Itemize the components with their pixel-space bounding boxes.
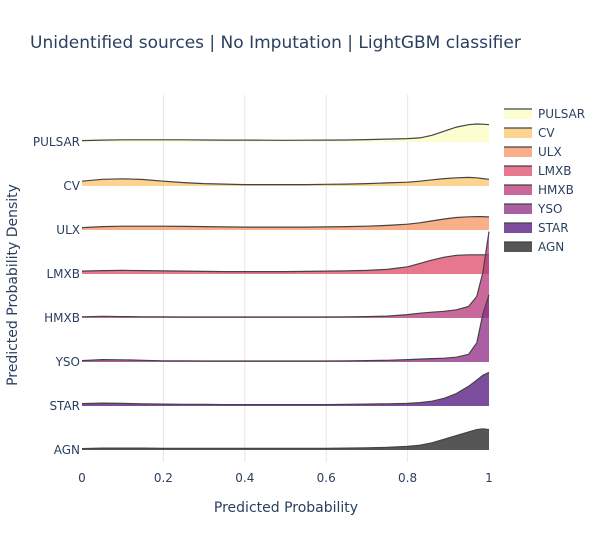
legend-swatch-hmxb (504, 185, 532, 195)
legend-label-star: STAR (538, 221, 569, 235)
legend-swatch-ulx (504, 147, 532, 157)
ridge-line-pulsar (81, 123, 490, 142)
x-axis-title: Predicted Probability (214, 500, 358, 516)
ridge-fill-cv (82, 177, 489, 186)
x-tick-label: 0.8 (398, 471, 417, 485)
legend-item-lmxb[interactable]: LMXB (504, 164, 572, 178)
ridge-line-ulx (81, 216, 490, 229)
legend-label-hmxb: HMXB (538, 183, 574, 197)
ridge-ulx (81, 216, 490, 230)
legend: PULSAR CV ULX LMXB HMXB YSO STAR AGN (504, 107, 585, 254)
ridge-line-hmxb (81, 231, 490, 318)
x-tick-label: 0.6 (317, 471, 336, 485)
ridge-fill-ulx (82, 216, 489, 230)
legend-item-pulsar[interactable]: PULSAR (504, 107, 585, 121)
legend-label-cv: CV (538, 126, 555, 140)
y-tick-label-star: STAR (49, 399, 80, 413)
legend-item-cv[interactable]: CV (504, 126, 555, 140)
legend-item-agn[interactable]: AGN (504, 240, 564, 254)
ridge-line-agn (81, 428, 490, 450)
legend-label-lmxb: LMXB (538, 164, 572, 178)
legend-label-agn: AGN (538, 240, 564, 254)
legend-label-ulx: ULX (538, 145, 562, 159)
x-tick-label: 1 (485, 471, 493, 485)
ridge-lmxb (81, 254, 489, 274)
ridge-line-yso (81, 294, 490, 362)
ridge-agn (81, 428, 490, 450)
ridge-fill-agn (82, 428, 489, 450)
legend-swatch-star (504, 223, 532, 233)
ridge-fill-hmxb (82, 231, 489, 318)
x-tick-label: 0.2 (154, 471, 173, 485)
y-tick-label-lmxb: LMXB (47, 267, 81, 281)
legend-item-yso[interactable]: YSO (504, 202, 562, 216)
y-tick-label-cv: CV (63, 179, 80, 193)
ridge-cv (81, 176, 490, 186)
x-tick-label: 0.4 (235, 471, 254, 485)
y-tick-label-hmxb: HMXB (44, 311, 80, 325)
ridge-hmxb (81, 231, 490, 318)
ridge-line-lmxb (81, 254, 489, 273)
ridge-fill-yso (82, 294, 489, 362)
chart-title: Unidentified sources | No Imputation | L… (30, 33, 521, 53)
x-tick-label: 0 (78, 471, 86, 485)
legend-label-yso: YSO (537, 202, 562, 216)
ridge-line-star (81, 371, 490, 406)
legend-swatch-lmxb (504, 166, 532, 176)
y-axis-title: Predicted Probability Density (5, 184, 21, 386)
ridge-star (81, 371, 490, 406)
y-tick-label-agn: AGN (54, 443, 80, 457)
legend-swatch-yso (504, 204, 532, 214)
y-tick-label-ulx: ULX (56, 223, 80, 237)
legend-swatch-agn (504, 242, 532, 252)
legend-item-ulx[interactable]: ULX (504, 145, 562, 159)
ridge-fill-star (82, 372, 489, 406)
legend-item-star[interactable]: STAR (504, 221, 569, 235)
ridges (81, 123, 490, 450)
ridge-pulsar (81, 123, 490, 142)
legend-label-pulsar: PULSAR (538, 107, 585, 121)
ridge-yso (81, 294, 490, 362)
y-tick-label-pulsar: PULSAR (33, 135, 80, 149)
legend-item-hmxb[interactable]: HMXB (504, 183, 574, 197)
x-tick-labels: 0 0.2 0.4 0.6 0.8 1 (78, 471, 493, 485)
y-tick-labels: PULSAR CV ULX LMXB HMXB YSO STAR AGN (33, 135, 81, 457)
legend-swatch-cv (504, 128, 532, 138)
y-tick-label-yso: YSO (55, 355, 80, 369)
legend-swatch-pulsar (504, 109, 532, 119)
grid-lines (162, 95, 409, 462)
ridge-line-cv (81, 176, 490, 186)
